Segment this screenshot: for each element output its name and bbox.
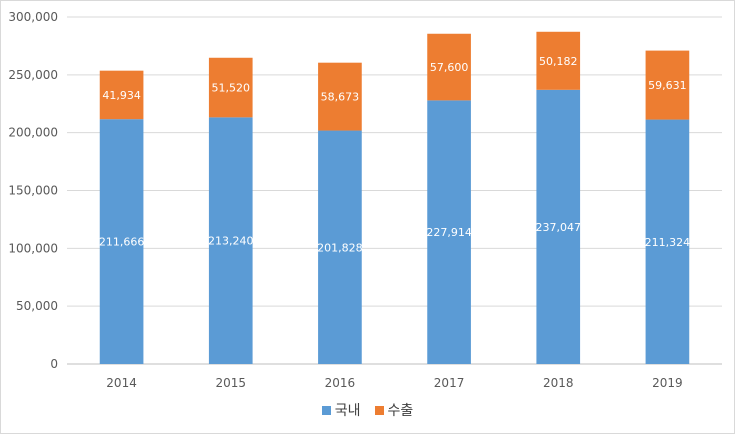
y-tick-label: 300,000 [8,10,58,24]
data-label-domestic: 213,240 [208,235,254,248]
bar-export [99,70,144,120]
bar-export [427,33,471,101]
data-label-domestic: 227,914 [426,226,472,239]
data-label-domestic: 237,047 [536,221,582,234]
y-tick-label: 250,000 [8,68,58,82]
bar-domestic [318,130,362,364]
legend: 국내 수출 [0,400,735,420]
data-label-export: 50,182 [539,55,578,68]
legend-item-domestic: 국내 [321,400,361,420]
bar-domestic [645,119,690,364]
data-label-export: 57,600 [430,61,469,74]
y-tick-label: 200,000 [8,126,58,140]
data-label-domestic: 211,324 [645,236,691,249]
legend-item-export: 수출 [374,400,414,420]
data-label-export: 58,673 [321,91,360,104]
data-label-domestic: 201,828 [317,241,363,254]
data-label-export: 51,520 [212,82,251,95]
data-label-export: 41,934 [102,89,141,102]
legend-label-domestic: 국내 [334,403,361,419]
bar-export [536,31,581,90]
bar-export [208,57,253,118]
x-tick-label: 2016 [325,376,356,390]
bar-export [318,62,362,131]
legend-swatch-export [374,405,384,415]
bar-domestic [427,100,471,365]
x-tick-label: 2017 [434,376,465,390]
bar-domestic [536,89,581,364]
x-tick-label: 2018 [543,376,574,390]
legend-swatch-domestic [321,405,331,415]
data-label-domestic: 211,666 [99,236,145,249]
y-tick-label: 100,000 [8,241,58,255]
x-tick-label: 2015 [215,376,246,390]
bar-domestic [99,119,144,364]
x-tick-label: 2019 [652,376,683,390]
y-tick-label: 150,000 [8,184,58,198]
x-tick-label: 2014 [106,376,137,390]
y-tick-label: 50,000 [16,299,58,313]
data-label-export: 59,631 [648,79,687,92]
bar-domestic [208,117,253,364]
bar-export [645,50,690,120]
y-tick-label: 0 [50,357,58,371]
legend-label-export: 수출 [387,403,414,419]
